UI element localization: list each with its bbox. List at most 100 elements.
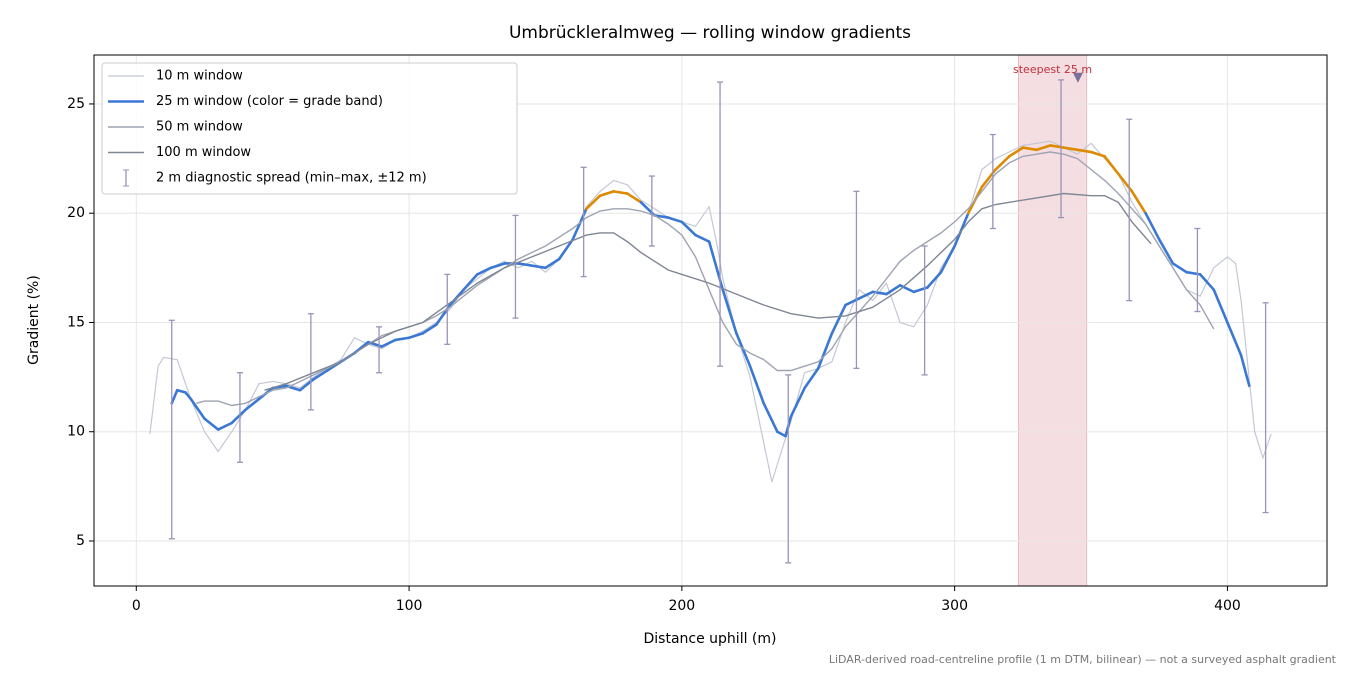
line-segment bbox=[407, 332, 425, 340]
line-segment bbox=[189, 397, 206, 420]
error-bar bbox=[444, 273, 451, 345]
line-segment bbox=[612, 190, 629, 195]
line-segment bbox=[544, 257, 561, 270]
line-segment bbox=[762, 402, 779, 434]
line-segment bbox=[776, 430, 787, 438]
line-segment bbox=[175, 388, 187, 394]
line-segment bbox=[1212, 288, 1229, 324]
line-segment bbox=[748, 364, 765, 405]
error-bar bbox=[853, 190, 860, 370]
line-segment bbox=[694, 233, 711, 243]
line-segment bbox=[816, 332, 834, 370]
line-segment bbox=[885, 284, 902, 296]
legend-box bbox=[101, 62, 518, 195]
line-segment bbox=[557, 238, 575, 261]
line-segment bbox=[994, 155, 1011, 171]
x-tick-label: 0 bbox=[132, 598, 141, 614]
legend-label: 50 m window bbox=[156, 120, 243, 135]
error-bar bbox=[580, 166, 587, 278]
line-segment bbox=[857, 290, 875, 300]
line-segment bbox=[1171, 262, 1188, 274]
y-tick-label: 5 bbox=[76, 533, 85, 549]
line-segment bbox=[735, 332, 752, 368]
line-segment bbox=[721, 288, 738, 335]
x-tick-label: 100 bbox=[396, 598, 423, 614]
line-segment bbox=[980, 168, 997, 189]
line-segment bbox=[844, 297, 861, 307]
line-segment bbox=[1157, 238, 1175, 265]
legend-label: 2 m diagnostic spread (min–max, ±12 m) bbox=[156, 171, 427, 186]
line-segment bbox=[380, 338, 397, 348]
line-segment bbox=[1035, 144, 1052, 152]
line-segment bbox=[1239, 353, 1251, 388]
line-segment bbox=[898, 284, 916, 294]
plot-frame bbox=[93, 54, 1328, 587]
line-segment bbox=[216, 421, 234, 431]
line-segment bbox=[230, 408, 247, 425]
series-line bbox=[264, 192, 1152, 391]
error-bar bbox=[376, 326, 383, 374]
line-segment bbox=[475, 266, 493, 276]
error-bar bbox=[1194, 227, 1201, 313]
footnote: LiDAR-derived road-centreline profile (1… bbox=[829, 653, 1337, 666]
error-bar bbox=[236, 372, 243, 463]
line-segment bbox=[1076, 148, 1093, 154]
highlight-marker bbox=[1072, 72, 1083, 83]
line-segment bbox=[489, 262, 506, 270]
line-segment bbox=[1089, 150, 1106, 158]
chart-title: Umbrückleralmweg — rolling window gradie… bbox=[509, 23, 911, 43]
line-segment bbox=[1144, 211, 1161, 241]
line-segment bbox=[421, 323, 438, 335]
x-tick-label: 400 bbox=[1214, 598, 1241, 614]
line-segment bbox=[394, 336, 411, 342]
line-segment bbox=[312, 369, 329, 381]
line-segment bbox=[625, 192, 643, 204]
line-segment bbox=[1103, 155, 1120, 176]
line-segment bbox=[830, 303, 847, 335]
y-tick-label: 15 bbox=[67, 314, 85, 330]
line-segment bbox=[1226, 321, 1243, 357]
highlight-label: steepest 25 m bbox=[1013, 63, 1092, 76]
error-bar bbox=[921, 245, 928, 376]
line-segment bbox=[803, 367, 820, 390]
y-tick-label: 20 bbox=[67, 205, 85, 221]
error-bar bbox=[1262, 302, 1269, 514]
x-axis-label: Distance uphill (m) bbox=[644, 631, 777, 647]
line-segment bbox=[244, 397, 261, 412]
line-segment bbox=[653, 214, 670, 219]
line-segment bbox=[203, 417, 220, 431]
line-segment bbox=[1198, 273, 1216, 291]
error-bar bbox=[168, 319, 175, 540]
legend-label: 100 m window bbox=[156, 145, 251, 160]
line-segment bbox=[926, 270, 943, 289]
y-axis-label: Gradient (%) bbox=[26, 275, 42, 365]
line-segment bbox=[789, 386, 806, 418]
y-tick-label: 10 bbox=[67, 424, 85, 440]
line-segment bbox=[516, 262, 534, 267]
line-segment bbox=[462, 273, 479, 291]
error-bar bbox=[717, 81, 724, 367]
line-segment bbox=[666, 216, 684, 224]
highlight-band bbox=[1017, 54, 1088, 587]
legend-label: 25 m window (color = grade band) bbox=[156, 94, 383, 109]
line-segment bbox=[939, 244, 956, 274]
line-segment bbox=[530, 264, 547, 270]
line-segment bbox=[680, 220, 697, 237]
error-bar bbox=[648, 175, 655, 247]
line-segment bbox=[170, 388, 179, 405]
line-segment bbox=[184, 391, 193, 401]
line-segment bbox=[598, 190, 615, 198]
error-bar bbox=[512, 214, 519, 319]
line-segment bbox=[1062, 146, 1079, 152]
x-tick-label: 200 bbox=[668, 598, 695, 614]
y-tick-label: 25 bbox=[67, 96, 85, 112]
line-segment bbox=[1185, 270, 1202, 276]
error-bar bbox=[989, 133, 996, 230]
error-bar bbox=[1058, 79, 1065, 219]
line-segment bbox=[912, 286, 929, 294]
line-segment bbox=[1130, 190, 1147, 215]
error-bar bbox=[1126, 118, 1133, 302]
legend-label: 10 m window bbox=[156, 69, 243, 84]
line-segment bbox=[1021, 146, 1038, 152]
